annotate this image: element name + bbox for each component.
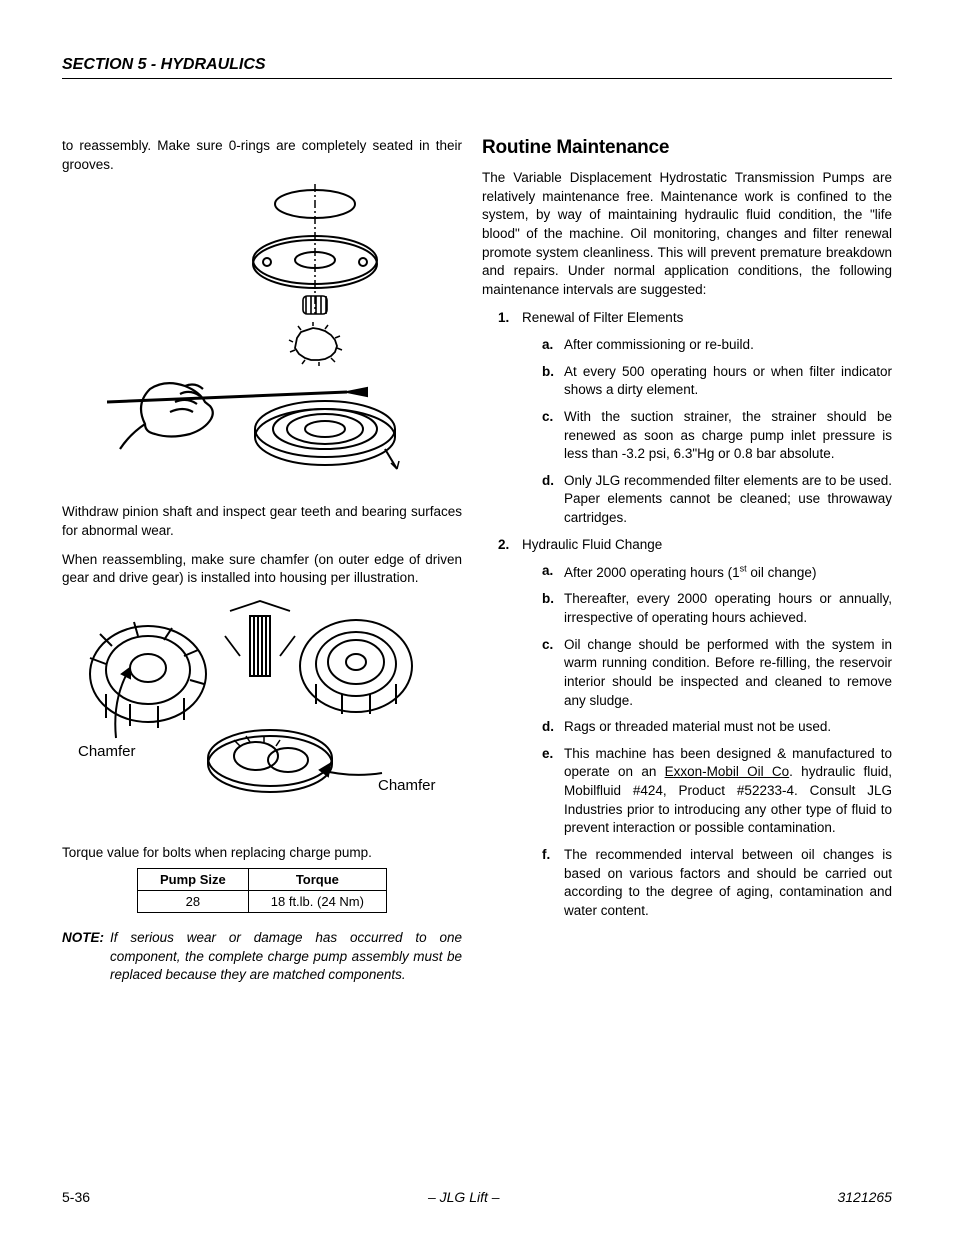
list-text: Only JLG recommended filter elements are… bbox=[564, 473, 892, 525]
list-text: After commissioning or re-build. bbox=[564, 337, 754, 352]
list-text: Rags or threaded material must not be us… bbox=[564, 719, 831, 734]
list-item: f.The recommended interval between oil c… bbox=[546, 846, 892, 921]
paragraph: to reassembly. Make sure 0-rings are com… bbox=[62, 137, 462, 174]
note-block: NOTE: If serious wear or damage has occu… bbox=[62, 929, 462, 984]
list-item: c.Oil change should be performed with th… bbox=[546, 636, 892, 711]
alpha-marker: d. bbox=[542, 472, 554, 491]
list-number: 1. bbox=[498, 309, 509, 328]
alpha-marker: c. bbox=[542, 636, 553, 655]
exploded-view-figure bbox=[62, 184, 462, 489]
alpha-marker: c. bbox=[542, 408, 553, 427]
document-number: 3121265 bbox=[837, 1189, 892, 1205]
table-cell: 28 bbox=[138, 891, 249, 913]
list-text: This machine has been designed & manufac… bbox=[564, 746, 892, 836]
paragraph: When reassembling, make sure chamfer (on… bbox=[62, 551, 462, 588]
list-text: Oil change should be performed with the … bbox=[564, 637, 892, 708]
table-header: Torque bbox=[248, 869, 386, 891]
section-header: SECTION 5 - HYDRAULICS bbox=[62, 56, 892, 79]
note-label: NOTE: bbox=[62, 929, 104, 984]
list-item: 2. Hydraulic Fluid Change a.After 2000 o… bbox=[504, 536, 892, 921]
list-item: b.At every 500 operating hours or when f… bbox=[546, 363, 892, 400]
paragraph: The Variable Displacement Hydrostatic Tr… bbox=[482, 169, 892, 299]
alpha-marker: d. bbox=[542, 718, 554, 737]
right-column: Routine Maintenance The Variable Displac… bbox=[482, 137, 892, 984]
paragraph: Torque value for bolts when replacing ch… bbox=[62, 844, 462, 863]
list-label: Renewal of Filter Elements bbox=[522, 310, 683, 325]
alpha-list: a.After 2000 operating hours (1st oil ch… bbox=[546, 562, 892, 920]
list-item: a.After commissioning or re-build. bbox=[546, 336, 892, 355]
two-column-layout: to reassembly. Make sure 0-rings are com… bbox=[62, 137, 892, 984]
subsection-heading: Routine Maintenance bbox=[482, 137, 892, 159]
list-number: 2. bbox=[498, 536, 509, 555]
list-label: Hydraulic Fluid Change bbox=[522, 537, 662, 552]
list-item: e.This machine has been designed & manuf… bbox=[546, 745, 892, 838]
numbered-list: 1. Renewal of Filter Elements a.After co… bbox=[504, 309, 892, 920]
list-text: After 2000 operating hours (1st oil chan… bbox=[564, 565, 816, 580]
list-item: d.Rags or threaded material must not be … bbox=[546, 718, 892, 737]
list-item: c.With the suction strainer, the straine… bbox=[546, 408, 892, 464]
list-item: d.Only JLG recommended filter elements a… bbox=[546, 472, 892, 528]
alpha-marker: a. bbox=[542, 336, 553, 355]
list-text: With the suction strainer, the strainer … bbox=[564, 409, 892, 461]
footer-center: – JLG Lift – bbox=[428, 1189, 500, 1205]
page-number: 5-36 bbox=[62, 1189, 90, 1205]
list-text: Thereafter, every 2000 operating hours o… bbox=[564, 591, 892, 625]
chamfer-label-1: Chamfer bbox=[78, 743, 136, 760]
alpha-marker: f. bbox=[542, 846, 550, 865]
list-text: The recommended interval between oil cha… bbox=[564, 847, 892, 918]
list-text: At every 500 operating hours or when fil… bbox=[564, 364, 892, 398]
alpha-marker: b. bbox=[542, 363, 554, 382]
table-cell: 18 ft.lb. (24 Nm) bbox=[248, 891, 386, 913]
page-footer: 5-36 – JLG Lift – 3121265 bbox=[62, 1189, 892, 1205]
list-item: a.After 2000 operating hours (1st oil ch… bbox=[546, 562, 892, 582]
alpha-list: a.After commissioning or re-build. b.At … bbox=[546, 336, 892, 528]
chamfer-label-2: Chamfer bbox=[378, 777, 436, 794]
note-text: If serious wear or damage has occurred t… bbox=[110, 929, 462, 984]
chamfer-figure: Chamfer Chamfer bbox=[62, 598, 462, 830]
left-column: to reassembly. Make sure 0-rings are com… bbox=[62, 137, 462, 984]
table-row: 28 18 ft.lb. (24 Nm) bbox=[138, 891, 387, 913]
list-item: b.Thereafter, every 2000 operating hours… bbox=[546, 590, 892, 627]
torque-table: Pump Size Torque 28 18 ft.lb. (24 Nm) bbox=[137, 868, 387, 913]
list-item: 1. Renewal of Filter Elements a.After co… bbox=[504, 309, 892, 527]
alpha-marker: e. bbox=[542, 745, 553, 764]
alpha-marker: b. bbox=[542, 590, 554, 609]
table-header: Pump Size bbox=[138, 869, 249, 891]
alpha-marker: a. bbox=[542, 562, 553, 581]
paragraph: Withdraw pinion shaft and inspect gear t… bbox=[62, 503, 462, 540]
